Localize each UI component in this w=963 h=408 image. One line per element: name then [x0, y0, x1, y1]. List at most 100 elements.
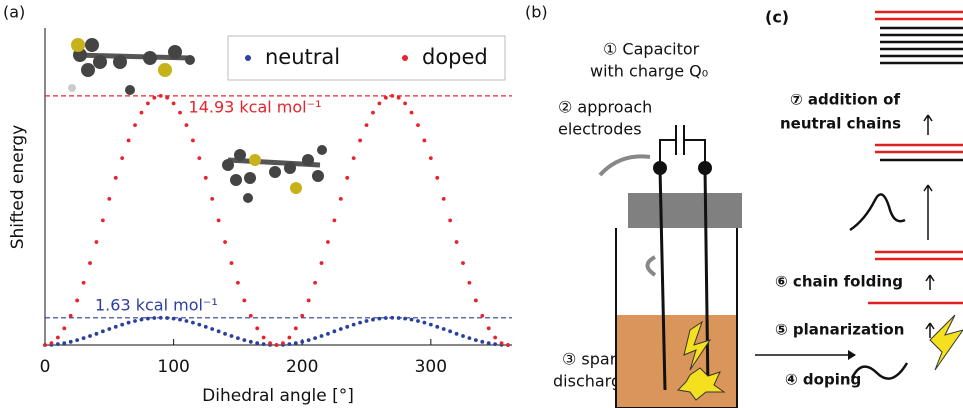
data-point — [127, 321, 131, 325]
data-point — [461, 261, 465, 265]
data-point — [455, 240, 459, 244]
data-point — [468, 336, 472, 340]
data-point — [95, 332, 99, 336]
data-point — [423, 139, 427, 143]
step-text: ⑤ planarization — [775, 321, 904, 339]
data-point — [281, 341, 285, 345]
reference-label: 14.93 kcal mol⁻¹ — [189, 97, 322, 116]
data-point — [358, 321, 362, 325]
data-point — [448, 218, 452, 222]
data-point — [468, 281, 472, 285]
data-point — [242, 299, 246, 303]
data-point — [371, 111, 375, 115]
y-axis-label: Shifted energy — [8, 125, 28, 250]
page: (a) Dihedral angle [°] Shifted energy (b… — [0, 0, 963, 408]
data-point — [255, 341, 259, 345]
data-point — [88, 261, 92, 265]
data-point — [435, 176, 439, 180]
x-tick-label: 300 — [415, 357, 447, 377]
data-point — [140, 318, 144, 322]
data-point — [120, 156, 124, 160]
data-point — [75, 299, 79, 303]
step-text: ④ doping — [785, 371, 861, 389]
data-point — [146, 102, 150, 106]
data-point — [313, 281, 317, 285]
data-point — [75, 338, 79, 342]
data-point — [384, 96, 388, 100]
figure: (a) Dihedral angle [°] Shifted energy (b… — [0, 0, 963, 408]
x-axis-label: Dihedral angle [°] — [202, 386, 354, 406]
data-point — [442, 327, 446, 331]
data-point — [397, 316, 401, 320]
data-point — [133, 319, 137, 323]
data-point — [101, 329, 105, 333]
panel-label: (a) — [3, 3, 25, 22]
data-point — [185, 319, 189, 323]
data-point — [120, 323, 124, 327]
data-point — [403, 317, 407, 321]
data-point — [107, 197, 111, 201]
data-point — [474, 338, 478, 342]
data-point — [326, 332, 330, 336]
data-point — [429, 156, 433, 160]
data-point — [262, 336, 266, 340]
data-point — [487, 341, 491, 345]
step-text: neutral chains — [780, 115, 901, 133]
data-point — [332, 218, 336, 222]
data-point — [455, 332, 459, 336]
data-point — [223, 240, 227, 244]
data-point — [410, 318, 414, 322]
data-point — [480, 340, 484, 344]
data-point — [69, 314, 73, 318]
data-point — [307, 338, 311, 342]
data-point — [114, 176, 118, 180]
data-point — [178, 318, 182, 322]
data-point — [339, 197, 343, 201]
data-point — [185, 123, 189, 127]
data-point — [197, 323, 201, 327]
data-point — [165, 96, 169, 100]
reference-label: 1.63 kcal mol⁻¹ — [95, 295, 218, 314]
data-point — [474, 299, 478, 303]
data-point — [82, 336, 86, 340]
data-point — [487, 326, 491, 330]
data-point — [493, 336, 497, 340]
data-point — [423, 321, 427, 325]
data-point — [294, 341, 298, 345]
data-point — [339, 327, 343, 331]
molecule-planar — [222, 145, 327, 203]
data-point — [365, 319, 369, 323]
data-point — [191, 321, 195, 325]
step-text: ① Capacitor — [603, 40, 700, 59]
data-point — [82, 281, 86, 285]
data-point — [313, 336, 317, 340]
apparatus — [600, 125, 742, 408]
data-point — [140, 111, 144, 115]
data-point — [377, 317, 381, 321]
data-point — [223, 332, 227, 336]
data-point — [377, 102, 381, 106]
x-tick-label: 100 — [157, 357, 189, 377]
data-point — [320, 334, 324, 338]
data-point — [268, 341, 272, 345]
data-point — [172, 317, 176, 321]
data-point — [410, 111, 414, 115]
data-point — [358, 139, 362, 143]
data-point — [390, 94, 394, 98]
step-text: with charge Q₀ — [590, 62, 708, 81]
data-point — [442, 197, 446, 201]
data-point — [62, 326, 66, 330]
data-point — [345, 176, 349, 180]
data-point — [133, 123, 137, 127]
data-point — [101, 218, 105, 222]
data-point — [197, 156, 201, 160]
data-point — [397, 96, 401, 100]
data-point — [114, 325, 118, 329]
data-point — [152, 96, 156, 100]
legend-marker — [245, 55, 251, 61]
step-text: ⑥ chain folding — [775, 273, 903, 291]
data-point — [62, 341, 66, 345]
data-point — [287, 336, 291, 340]
data-point — [416, 123, 420, 127]
data-point — [178, 111, 182, 115]
